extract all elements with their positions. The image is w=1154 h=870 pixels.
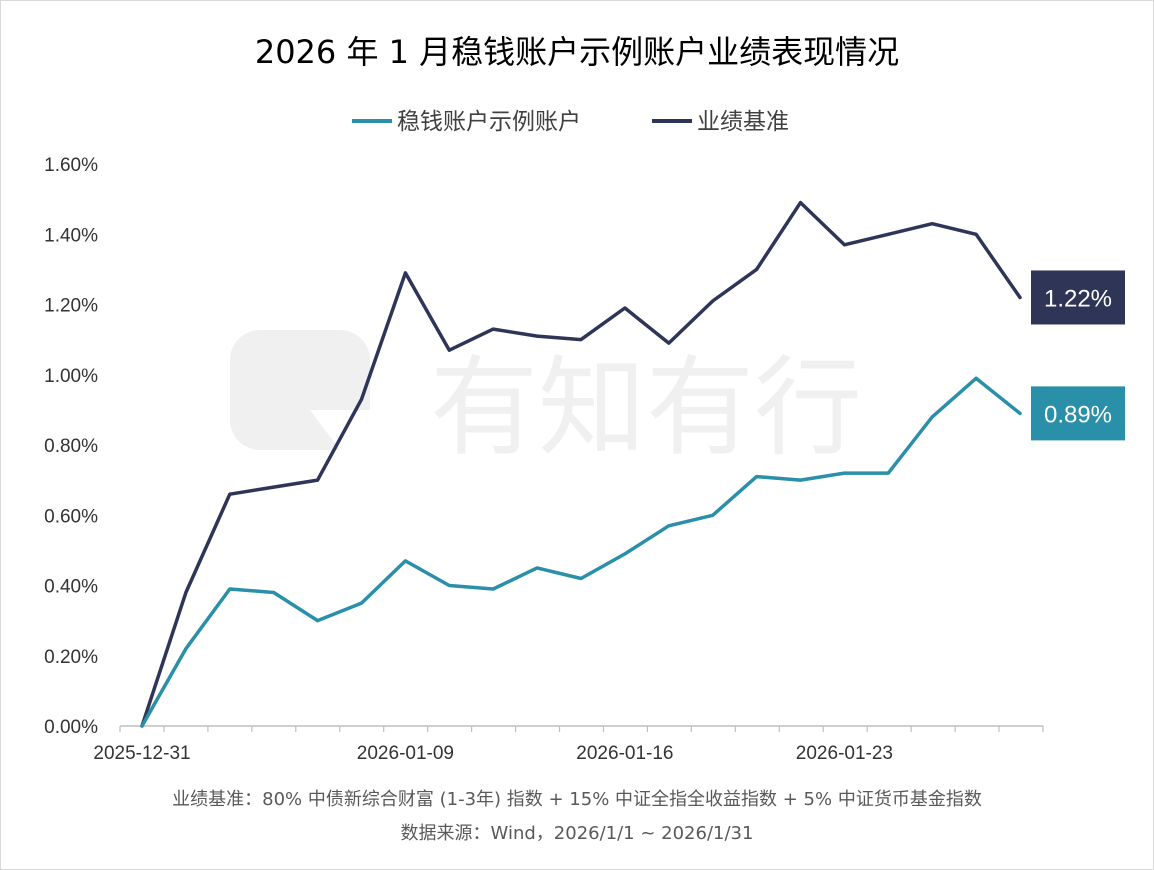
data-point [755,475,759,479]
data-point [140,724,144,728]
data-point [184,647,188,651]
data-point [272,485,276,489]
data-point [1018,295,1022,299]
data-point [447,584,451,587]
data-point [491,327,495,331]
legend: 稳钱账户示例账户 业绩基准 [352,109,789,135]
x-tick-label: 2026-01-16 [576,743,673,764]
end-label-1: 1.22% [1044,285,1112,312]
legend-label-0: 稳钱账户示例账户 [397,109,581,135]
data-point [974,232,978,236]
data-point [447,348,451,352]
data-point [886,232,890,236]
data-point [360,601,363,605]
watermark-text: 有知有行 [430,346,862,471]
data-point [228,492,232,496]
data-point [491,587,495,591]
data-point [184,591,188,595]
data-point [623,306,627,310]
data-point [667,524,671,528]
x-tick-label: 2026-01-23 [796,743,893,764]
chart-title: 2026 年 1 月稳钱账户示例账户业绩表现情况 [255,33,899,71]
data-point [930,222,934,226]
y-axis: 0.00% 0.20% 0.40% 0.60% 0.80% 1.00% 1.20% 1.40%… [44,155,98,738]
data-point [1018,411,1022,415]
y-tick-label: 0.00% [44,717,98,738]
data-point [711,513,715,517]
data-point [360,397,363,401]
data-point [579,338,583,342]
y-tick-label: 0.40% [44,577,98,598]
benchmark-note: 业绩基准：80% 中债新综合财富 (1-3年) 指数 + 15% 中证全指全收益… [172,789,982,810]
data-point [403,271,407,275]
data-point [711,299,715,303]
source-note: 数据来源：Wind，2026/1/1 ~ 2026/1/31 [401,823,754,844]
y-tick-label: 1.60% [44,155,98,176]
y-tick-label: 0.60% [44,506,98,527]
y-tick-label: 1.40% [44,225,98,246]
data-point [316,619,320,623]
data-point [403,559,407,563]
end-label-box-0 [1031,386,1125,441]
series-lines [140,200,1022,728]
data-point [842,471,846,475]
data-point [799,201,802,205]
x-tick-label: 2026-01-09 [357,743,454,764]
data-point [842,243,846,247]
x-axis: 2025-12-31 2026-01-09 2026-01-16 2026-01-23 [93,725,1044,764]
y-tick-label: 1.00% [44,366,98,387]
data-point [579,576,583,580]
end-label-0: 0.89% [1044,401,1112,428]
watermark: 有知有行 [230,330,862,471]
x-tick-label: 2025-12-31 [93,743,190,764]
data-point [667,341,671,345]
data-point [272,591,276,595]
data-point [316,478,320,482]
y-tick-label: 0.80% [44,436,98,457]
data-point [755,267,759,271]
data-point [535,566,539,570]
y-tick-label: 1.20% [44,296,98,317]
data-point [930,415,934,419]
data-point [886,471,890,475]
data-point [535,334,539,338]
end-label-box-1 [1031,270,1125,325]
end-labels: 0.89% 1.22% [1031,270,1125,441]
data-point [623,552,627,556]
data-point [228,587,232,591]
data-point [799,478,802,482]
y-tick-label: 0.20% [44,647,98,668]
data-point [974,376,978,380]
legend-label-1: 业绩基准 [697,109,789,135]
